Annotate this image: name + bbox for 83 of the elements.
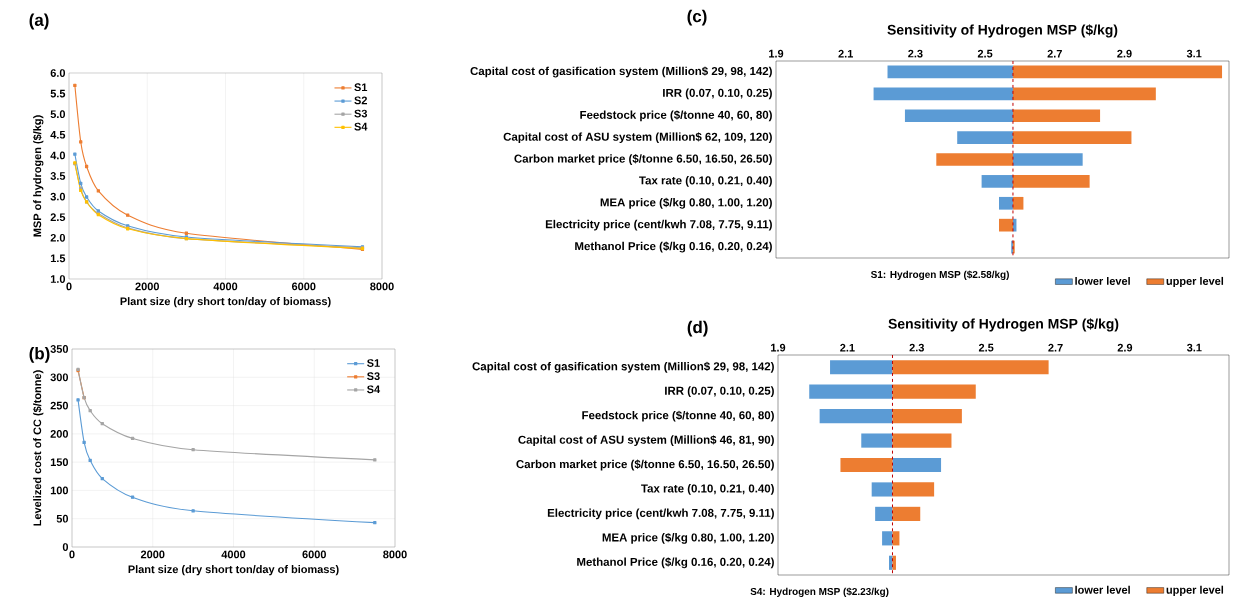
- y-tick-label: Electricity price (cent/kwh 7.08, 7.75, 9.11): [547, 508, 774, 520]
- x-tick-label: 4000: [221, 550, 246, 559]
- legend-label: S1: [367, 359, 380, 367]
- y-tick-label: 350: [50, 345, 69, 353]
- x-tick-label: 2.3: [909, 343, 924, 352]
- x-axis-title: Sensitivity of Hydrogen MSP ($/kg): [888, 318, 1119, 332]
- ref-line-label: S1: Hydrogen MSP ($2.58/kg): [870, 270, 1009, 280]
- legend-label: S2: [354, 96, 367, 105]
- x-tick-label: 2.1: [840, 343, 855, 352]
- y-tick-label: 50: [56, 514, 69, 523]
- y-tick-label: Tax rate (0.10, 0.21, 0.40): [639, 176, 772, 187]
- y-axis-title: MSP of hydrogen ($/kg): [32, 115, 44, 237]
- y-tick-label: Tax rate (0.10, 0.21, 0.40): [641, 484, 774, 495]
- y-tick-label: 1.5: [50, 254, 66, 263]
- x-tick-label: 1.9: [771, 343, 786, 352]
- x-tick-label: 2.7: [1048, 343, 1063, 352]
- x-tick-label: 1.9: [769, 49, 784, 58]
- y-tick-label: Methanol Price ($/kg 0.16, 0.20, 0.24): [577, 557, 774, 569]
- y-tick-label: 5.5: [50, 89, 66, 98]
- y-tick-label: 150: [50, 458, 69, 467]
- legend-label: S4: [354, 122, 368, 131]
- y-tick-label: 300: [50, 373, 69, 382]
- x-tick-label: 0: [69, 550, 75, 559]
- y-tick-label: 4.5: [50, 130, 66, 139]
- ref-line-label: S4: Hydrogen MSP ($2.23/kg): [750, 587, 889, 597]
- x-tick-label: 2.9: [1117, 343, 1133, 352]
- y-tick-label: 6.0: [50, 69, 66, 77]
- text: (c): [687, 9, 707, 26]
- x-axis-title: Plant size (dry short ton/day of biomass): [120, 297, 331, 308]
- x-tick-label: 2000: [135, 282, 159, 291]
- text: (b): [29, 347, 50, 363]
- x-tick-label: 2.5: [977, 49, 993, 58]
- y-tick-label: Carbon market price ($/tonne 6.50, 16.50, 26.50): [516, 459, 774, 471]
- y-tick-label: Capital cost of gasification system (Million$ 29, 98, 142): [470, 66, 772, 78]
- x-tick-label: 6000: [291, 282, 316, 291]
- legend-label: S1: [354, 83, 368, 92]
- legend-label: S3: [354, 109, 368, 118]
- x-tick-label: 2.5: [978, 343, 994, 352]
- y-tick-label: 3.5: [50, 172, 66, 180]
- y-tick-label: MEA price ($/kg 0.80, 1.00, 1.20): [600, 197, 772, 209]
- y-tick-label: Electricity price (cent/kwh 7.08, 7.75, 9.11): [545, 219, 772, 231]
- y-tick-label: 200: [50, 429, 69, 438]
- x-tick-label: 8000: [370, 282, 394, 291]
- x-tick-label: 2.7: [1047, 49, 1062, 58]
- legend-label: lower level: [1075, 276, 1130, 285]
- x-tick-label: 3.1: [1186, 49, 1202, 58]
- y-tick-label: 250: [50, 401, 69, 410]
- x-tick-label: 2.3: [908, 49, 923, 58]
- y-tick-label: IRR (0.07, 0.10, 0.25): [663, 88, 772, 100]
- y-axis-title: Levelized cost of CC ($/tonne): [32, 370, 44, 526]
- x-axis-title: Sensitivity of Hydrogen MSP ($/kg): [887, 24, 1118, 38]
- y-tick-label: Carbon market price ($/tonne 6.50, 16.50, 26.50): [514, 154, 772, 165]
- y-tick-label: 0: [62, 543, 69, 551]
- legend-label: S3: [367, 372, 380, 381]
- legend-label: S4: [367, 385, 381, 394]
- y-tick-label: 3.0: [50, 192, 66, 201]
- y-tick-label: 5.0: [50, 110, 66, 119]
- x-tick-label: 8000: [383, 550, 407, 559]
- y-tick-label: 4.0: [50, 151, 66, 160]
- y-tick-label: Capital cost of ASU system (Million$ 46, 81, 90): [518, 435, 774, 446]
- y-tick-label: 1.0: [50, 275, 66, 283]
- x-tick-label: 6000: [302, 550, 326, 559]
- y-tick-label: 2.0: [50, 233, 66, 242]
- legend-label: upper level: [1166, 585, 1224, 596]
- y-tick-label: Feedstock price ($/tonne 40, 60, 80): [580, 110, 772, 122]
- y-tick-label: IRR (0.07, 0.10, 0.25): [665, 386, 774, 398]
- x-tick-label: 2.9: [1117, 49, 1132, 58]
- y-tick-label: Feedstock price ($/tonne 40, 60, 80): [582, 410, 774, 422]
- text: (a): [29, 13, 49, 30]
- x-tick-label: 2.1: [838, 49, 853, 58]
- legend-label: upper level: [1166, 276, 1224, 288]
- y-tick-label: 100: [50, 486, 69, 495]
- y-tick-label: MEA price ($/kg 0.80, 1.00, 1.20): [602, 532, 774, 544]
- x-axis-title: Plant size (dry short ton/day of biomass): [128, 565, 339, 576]
- y-tick-label: 2.5: [50, 213, 66, 222]
- x-tick-label: 2000: [140, 550, 165, 559]
- legend-label: lower level: [1075, 585, 1130, 594]
- text: (d): [687, 320, 708, 337]
- x-tick-label: 4000: [213, 282, 238, 291]
- y-tick-label: Capital cost of gasification system (Million$ 29, 98, 142): [472, 361, 774, 373]
- y-tick-label: Methanol Price ($/kg 0.16, 0.20, 0.24): [575, 241, 772, 253]
- x-tick-label: 3.1: [1186, 343, 1202, 352]
- y-tick-label: Capital cost of ASU system (Million$ 62, 109, 120): [503, 132, 772, 144]
